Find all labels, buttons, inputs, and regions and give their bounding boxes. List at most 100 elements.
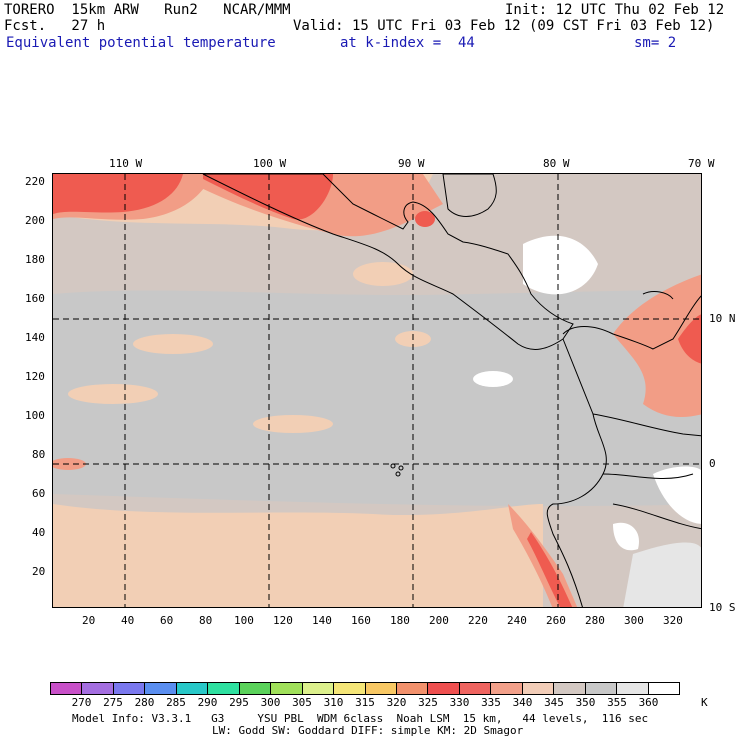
colorbar-swatch — [334, 683, 366, 694]
smoothing-label: sm= 2 — [634, 35, 677, 51]
peach-patch — [253, 415, 333, 433]
grid-x-label: 140 — [312, 614, 332, 627]
grid-y-label: 20 — [32, 565, 46, 578]
colorbar-swatch — [113, 683, 146, 694]
map-canvas — [53, 174, 701, 607]
physics-info: LW: Godd SW: Goddard DIFF: simple KM: 2D… — [212, 724, 524, 737]
red-nw — [53, 174, 183, 214]
grid-y-label: 80 — [32, 448, 46, 461]
colorbar-swatch — [648, 683, 680, 694]
lat-label-0: 0 — [709, 457, 716, 470]
colorbar-swatch — [396, 683, 429, 694]
white-patch-caribbean — [523, 235, 598, 295]
peach-patch — [353, 262, 413, 286]
lon-label-90w: 90 W — [398, 157, 425, 170]
colorbar-swatch — [239, 683, 272, 694]
grid-x-label: 240 — [507, 614, 527, 627]
grid-x-label: 40 — [121, 614, 135, 627]
grid-y-label: 160 — [25, 292, 45, 305]
colorbar-swatch — [617, 683, 649, 694]
red-guatemala — [415, 211, 435, 227]
grid-x-label: 120 — [273, 614, 293, 627]
lon-label-110w: 110 W — [109, 157, 143, 170]
grid-y-label: 120 — [25, 370, 45, 383]
colorbar-tick-label: 340 — [512, 696, 533, 709]
white-patch — [613, 522, 639, 551]
lon-label-100w: 100 W — [253, 157, 287, 170]
light-gray-patch-south — [623, 542, 701, 607]
init-time: Init: 12 UTC Thu 02 Feb 12 — [505, 2, 725, 18]
colorbar-swatch — [365, 683, 397, 694]
red-mexico — [203, 174, 333, 220]
colorbar-tick-label: 360 — [638, 696, 659, 709]
colorbar-swatch — [459, 683, 492, 694]
colorbar-swatch — [554, 683, 586, 694]
grid-x-label: 180 — [390, 614, 410, 627]
grid-y-label: 100 — [25, 409, 45, 422]
caribbean-coast — [642, 291, 674, 300]
colorbar-swatch — [302, 683, 335, 694]
lon-label-80w: 80 W — [543, 157, 570, 170]
grid-y-label: 140 — [25, 331, 45, 344]
galapagos-island — [398, 465, 404, 471]
colorbar-tick-label: 295 — [229, 696, 249, 709]
grid-x-label: 80 — [199, 614, 213, 627]
valid-time: Valid: 15 UTC Fri 03 Feb 12 (09 CST Fri … — [293, 18, 715, 34]
grid-x-label: 100 — [234, 614, 254, 627]
white-patch-amazon — [653, 466, 701, 524]
grid-x-label: 260 — [546, 614, 566, 627]
grid-x-label: 200 — [429, 614, 449, 627]
colorbar-swatch — [522, 683, 555, 694]
colorbar-swatch — [271, 683, 303, 694]
central-america-outline — [202, 174, 574, 350]
grid-x-label: 20 — [82, 614, 96, 627]
lat-label-10n: 10 N — [709, 312, 736, 325]
grid-x-label: 220 — [468, 614, 488, 627]
peach-patch — [68, 384, 158, 404]
red-venezuela — [678, 314, 701, 364]
colorbar-tick-label: 270 — [71, 696, 92, 709]
country-borders — [592, 413, 701, 530]
grid-x-label: 320 — [663, 614, 683, 627]
colorbar-tick-label: 345 — [544, 696, 564, 709]
galapagos-island — [395, 471, 401, 477]
salmon-patch-west — [53, 458, 86, 470]
colorbar-tick-label: 275 — [103, 696, 123, 709]
grid-y-label: 180 — [25, 253, 45, 266]
lat-label-10s: 10 S — [709, 601, 736, 614]
grid-y-label: 220 — [25, 175, 45, 188]
colorbar-tick-label: 315 — [355, 696, 375, 709]
colorbar-swatch — [428, 683, 460, 694]
colorbar-swatch — [208, 683, 240, 694]
colorbar-tick-label: 300 — [260, 696, 281, 709]
colorbar-tick-label: 290 — [197, 696, 218, 709]
model-info: Model Info: V3.3.1 G3 YSU PBL WDM 6class… — [72, 712, 649, 725]
peach-patch — [133, 334, 213, 354]
colorbar-tick-label: 280 — [134, 696, 155, 709]
grid-x-label: 160 — [351, 614, 371, 627]
grid-y-label: 40 — [32, 526, 46, 539]
field-name: Equivalent potential temperature — [6, 35, 276, 51]
colorbar-swatch — [491, 683, 523, 694]
colorbar-tick-label: 320 — [386, 696, 407, 709]
colorbar-tick-label: 305 — [292, 696, 312, 709]
level-label: at k-index = 44 — [340, 35, 475, 51]
run-title: TORERO 15km ARW Run2 NCAR/MMM — [4, 2, 291, 18]
colorbar-swatch — [145, 683, 177, 694]
yucatan-outline — [442, 174, 497, 217]
colorbar-tick-label: 285 — [166, 696, 186, 709]
lat-lon-grid — [53, 174, 701, 607]
colorbar — [50, 682, 680, 695]
colorbar-swatch — [51, 683, 83, 694]
theta-e-map — [52, 173, 702, 608]
grid-y-label: 60 — [32, 487, 46, 500]
white-patch — [473, 371, 513, 387]
colorbar-swatch — [176, 683, 209, 694]
lon-label-70w: 70 W — [688, 157, 715, 170]
south-peach-band — [53, 504, 543, 607]
forecast-hour: Fcst. 27 h — [4, 18, 106, 34]
colorbar-tick-label: 355 — [607, 696, 627, 709]
grid-x-label: 60 — [160, 614, 174, 627]
red-peru-coast — [527, 532, 573, 607]
grid-y-label: 200 — [25, 214, 45, 227]
